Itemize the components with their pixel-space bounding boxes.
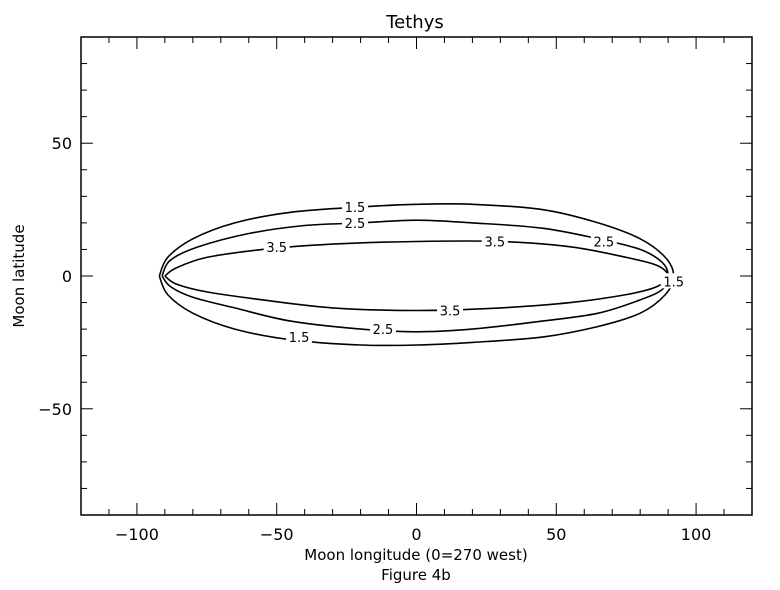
contour-label-background: [660, 273, 687, 289]
contour-label: 2.5: [593, 235, 614, 250]
contour-labels: 1.51.51.52.52.52.53.5 3.53.5: [263, 198, 687, 346]
x-tick-label: −100: [115, 525, 159, 544]
contour-label: 1.5: [345, 201, 366, 216]
figure-caption: Figure 4b: [381, 566, 451, 584]
contour-line-3-5: [164, 240, 669, 312]
x-tick-label: 100: [681, 525, 712, 544]
contour-label-background: [590, 233, 617, 249]
x-tick-label: 50: [546, 525, 566, 544]
x-axis-title: Moon longitude (0=270 west): [304, 546, 527, 564]
contour-label-background: [341, 198, 368, 214]
y-tick-label: −50: [38, 400, 72, 419]
contour-label: 1.5: [663, 275, 684, 290]
contour-label: 2.5: [373, 323, 394, 338]
x-tick-label: −50: [260, 525, 294, 544]
contour-label: 3.5: [484, 235, 505, 250]
contour-label: 3.5: [440, 305, 461, 320]
y-axis-title: Moon latitude: [10, 224, 28, 327]
tick-labels: −100 −50 0 50 100 −50 0 50: [38, 134, 711, 544]
contour-lines: [158, 202, 675, 347]
contour-label-background: [369, 321, 396, 337]
contour-label: 2.5: [345, 217, 366, 232]
y-tick-label: 0: [62, 267, 72, 286]
contour-label-background: [481, 233, 508, 249]
contour-label-background: [263, 238, 290, 254]
contour-label-background: [437, 302, 464, 318]
contour-label: 1.5: [289, 331, 310, 346]
contour-label-background: [341, 214, 368, 230]
axis-ticks: [81, 37, 752, 515]
contour-line-1-5: [158, 202, 675, 347]
contour-label: 3.5: [266, 241, 287, 256]
x-tick-label: 0: [411, 525, 421, 544]
y-tick-label: 50: [52, 134, 72, 153]
chart-title: Tethys: [385, 12, 444, 33]
plot-frame: [80, 36, 753, 516]
contour-label-background: [286, 329, 313, 345]
